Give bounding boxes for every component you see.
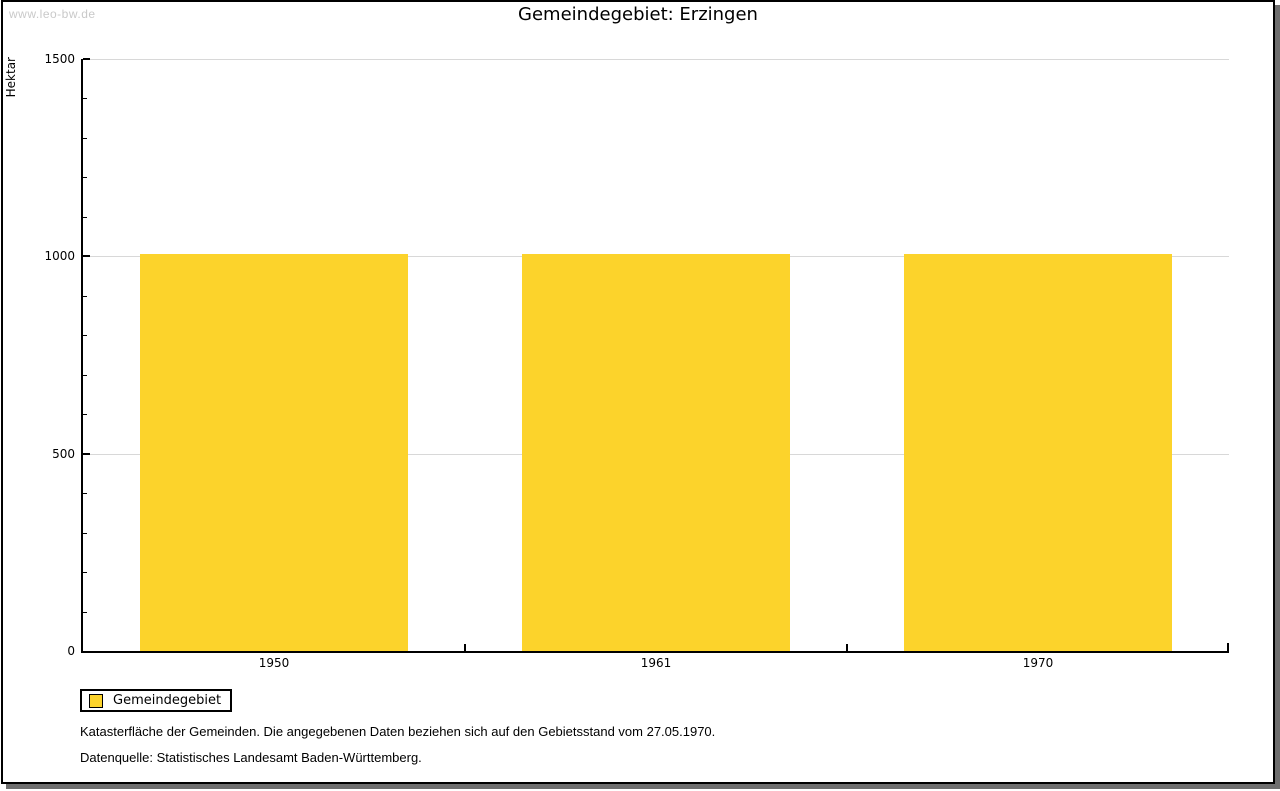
y-tick-label-1500: 1500 xyxy=(44,52,75,66)
plot-area: 1950 1961 1970 xyxy=(81,58,1229,670)
x-tick-label-1970: 1970 xyxy=(1022,656,1054,670)
y-minor-tick-400 xyxy=(83,493,87,494)
y-minor-tick-1300 xyxy=(83,138,87,139)
legend-label: Gemeindegebiet xyxy=(113,693,222,708)
y-minor-tick-1200 xyxy=(83,177,87,178)
y-minor-tick-900 xyxy=(83,296,87,297)
footnote-2: Datenquelle: Statistisches Landesamt Bad… xyxy=(80,750,422,765)
x-end-tick xyxy=(1227,643,1229,651)
y-minor-tick-1100 xyxy=(83,217,87,218)
y-minor-tick-200 xyxy=(83,572,87,573)
x-boundary-tick-1 xyxy=(464,644,466,651)
y-axis-title: Hektar xyxy=(4,57,20,117)
y-minor-tick-800 xyxy=(83,335,87,336)
x-tick-label-1950: 1950 xyxy=(258,656,290,670)
watermark: www.leo-bw.de xyxy=(9,7,96,21)
y-major-tick-500 xyxy=(83,453,90,455)
gridline-1500 xyxy=(83,59,1229,60)
y-tick-label-1000: 1000 xyxy=(44,249,75,263)
y-minor-tick-1400 xyxy=(83,98,87,99)
y-major-tick-1500 xyxy=(83,58,90,60)
y-major-tick-1000 xyxy=(83,255,90,257)
y-tick-label-500: 500 xyxy=(52,447,75,461)
legend-swatch xyxy=(89,693,103,708)
y-axis-tick-labels: 0 500 1000 1500 xyxy=(31,52,75,659)
chart-title: Gemeindegebiet: Erzingen xyxy=(518,4,758,25)
y-minor-tick-600 xyxy=(83,414,87,415)
x-boundary-tick-2 xyxy=(846,644,848,651)
bar-1950 xyxy=(140,254,408,651)
y-minor-tick-100 xyxy=(83,612,87,613)
bar-1970 xyxy=(904,254,1172,651)
y-axis-title-text: Hektar xyxy=(4,57,18,98)
y-minor-tick-700 xyxy=(83,375,87,376)
footnote-1: Katasterfläche der Gemeinden. Die angege… xyxy=(80,724,716,739)
legend: Gemeindegebiet xyxy=(80,689,232,712)
bar-1961 xyxy=(522,254,790,651)
y-tick-label-0: 0 xyxy=(67,644,75,658)
x-tick-label-1961: 1961 xyxy=(640,656,672,670)
y-minor-tick-300 xyxy=(83,533,87,534)
